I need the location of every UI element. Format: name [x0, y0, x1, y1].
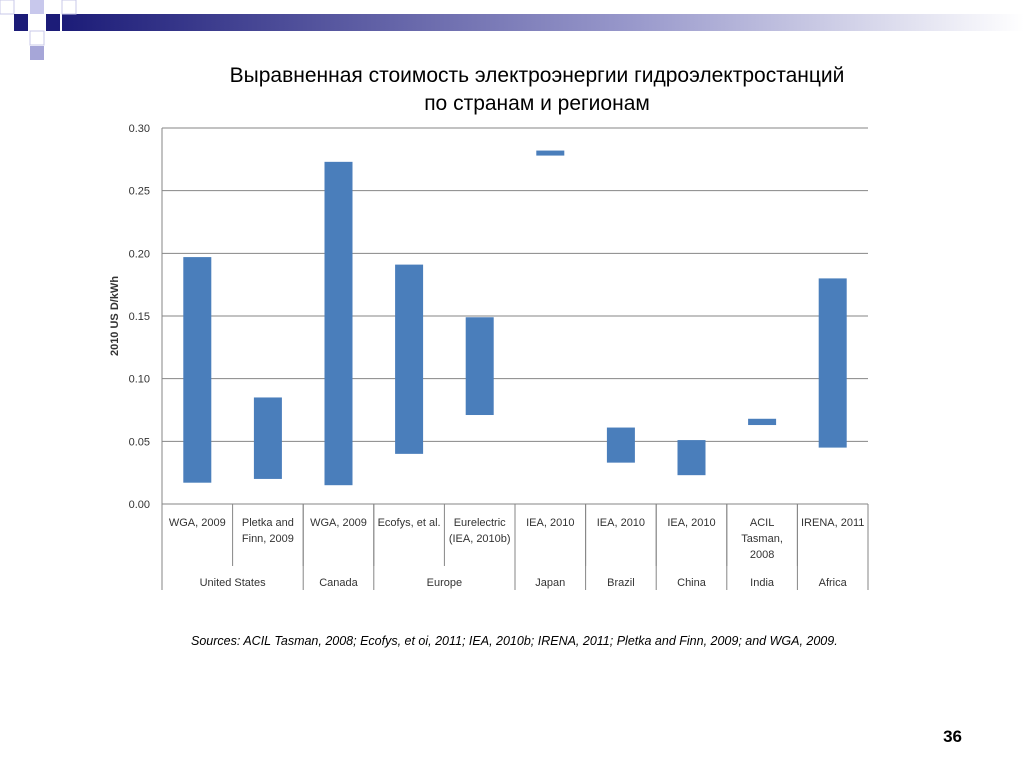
- decor-square: [30, 46, 44, 60]
- y-axis-label: 2010 US D/kWh: [109, 276, 121, 356]
- page-number: 36: [943, 727, 962, 746]
- group-label: United States: [200, 577, 267, 589]
- group-label: Africa: [819, 577, 848, 589]
- category-label: WGA, 2009: [310, 517, 367, 529]
- category-label: ACIL: [750, 517, 774, 529]
- decor-square: [14, 14, 28, 31]
- category-label: Finn, 2009: [242, 533, 294, 545]
- range-bar: [465, 317, 494, 416]
- range-bar: [536, 150, 565, 156]
- sources-note: Sources: ACIL Tasman, 2008; Ecofys, et o…: [191, 634, 838, 648]
- range-bar: [818, 278, 847, 448]
- range-bar: [324, 161, 353, 486]
- category-label: 2008: [750, 549, 774, 561]
- range-bar: [748, 418, 777, 426]
- slide-title: Выравненная стоимость электроэнергии гид…: [0, 62, 1024, 118]
- category-label: Eurelectric: [454, 517, 506, 529]
- category-label: WGA, 2009: [169, 517, 226, 529]
- corner-decoration: [0, 0, 1024, 60]
- slide-title-line-1: Выравненная стоимость электроэнергии гид…: [229, 64, 845, 87]
- group-label: Brazil: [607, 577, 635, 589]
- decor-square: [29, 30, 45, 46]
- hydro-lcoe-range-chart: 0.00 0.05 0.10 0.15 0.20 0.25 0.30 2010 US D/kW…: [109, 123, 869, 590]
- y-tick-label: 0.25: [129, 186, 150, 198]
- decor-square: [46, 14, 60, 31]
- header-gradient-band: [62, 14, 1024, 31]
- y-tick-label: 0.20: [129, 248, 150, 260]
- y-tick-label: 0.10: [129, 374, 150, 386]
- category-label: Tasman,: [741, 533, 783, 545]
- range-bar: [183, 257, 212, 483]
- group-label: India: [750, 577, 775, 589]
- y-tick-label: 0.30: [129, 123, 150, 135]
- slide-title-line-2: по странам и регионам: [424, 92, 650, 115]
- group-label: Canada: [319, 577, 358, 589]
- y-tick-label: 0.05: [129, 436, 150, 448]
- category-label: IRENA, 2011: [801, 517, 864, 529]
- category-label: Pletka and: [242, 517, 294, 529]
- decor-square: [61, 0, 77, 15]
- range-bar: [677, 440, 706, 476]
- group-label: Japan: [535, 577, 565, 589]
- category-label: (IEA, 2010b): [449, 533, 511, 545]
- decor-square: [0, 0, 15, 15]
- category-label: IEA, 2010: [667, 517, 715, 529]
- range-bar: [253, 397, 282, 479]
- y-tick-label: 0.00: [129, 499, 150, 511]
- group-label: China: [677, 577, 707, 589]
- group-label: Europe: [427, 577, 462, 589]
- category-label: IEA, 2010: [526, 517, 574, 529]
- y-tick-label: 0.15: [129, 311, 150, 323]
- range-bar: [395, 264, 424, 454]
- category-label: Ecofys, et al.: [378, 517, 441, 529]
- range-bar: [606, 427, 635, 463]
- decor-square: [30, 0, 44, 14]
- category-label: IEA, 2010: [597, 517, 645, 529]
